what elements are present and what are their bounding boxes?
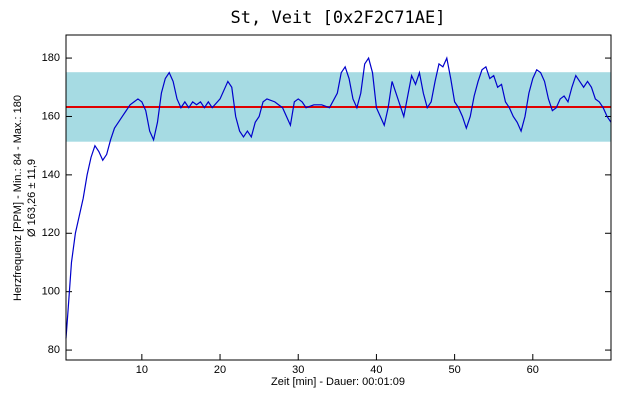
- plot-border: [65, 34, 612, 361]
- x-axis-label: Zeit [min] - Dauer: 00:01:09: [271, 376, 405, 388]
- x-tick-label: 10: [136, 364, 148, 376]
- y-tick-label: 120: [42, 227, 60, 239]
- y-tick-label: 160: [42, 110, 60, 122]
- y-axis-label-2: Ø 163,26 ± 11,9: [26, 159, 38, 237]
- x-tick-label: 50: [448, 364, 460, 376]
- chart-title: St, Veit [0x2F2C71AE]: [231, 8, 446, 28]
- y-tick-label: 80: [48, 344, 60, 356]
- x-tick-label: 30: [292, 364, 304, 376]
- heart-rate-line: [65, 56, 612, 339]
- y-axis-label: Herzfrequenz [PPM] - Min.: 84 - Max.: 18…: [12, 95, 24, 301]
- y-tick-label: 100: [42, 286, 60, 298]
- y-tick-label: 140: [42, 169, 60, 181]
- x-tick-label: 60: [527, 364, 539, 376]
- y-tick-label: 180: [42, 52, 60, 64]
- x-tick-label: 20: [214, 364, 226, 376]
- x-tick-label: 40: [370, 364, 382, 376]
